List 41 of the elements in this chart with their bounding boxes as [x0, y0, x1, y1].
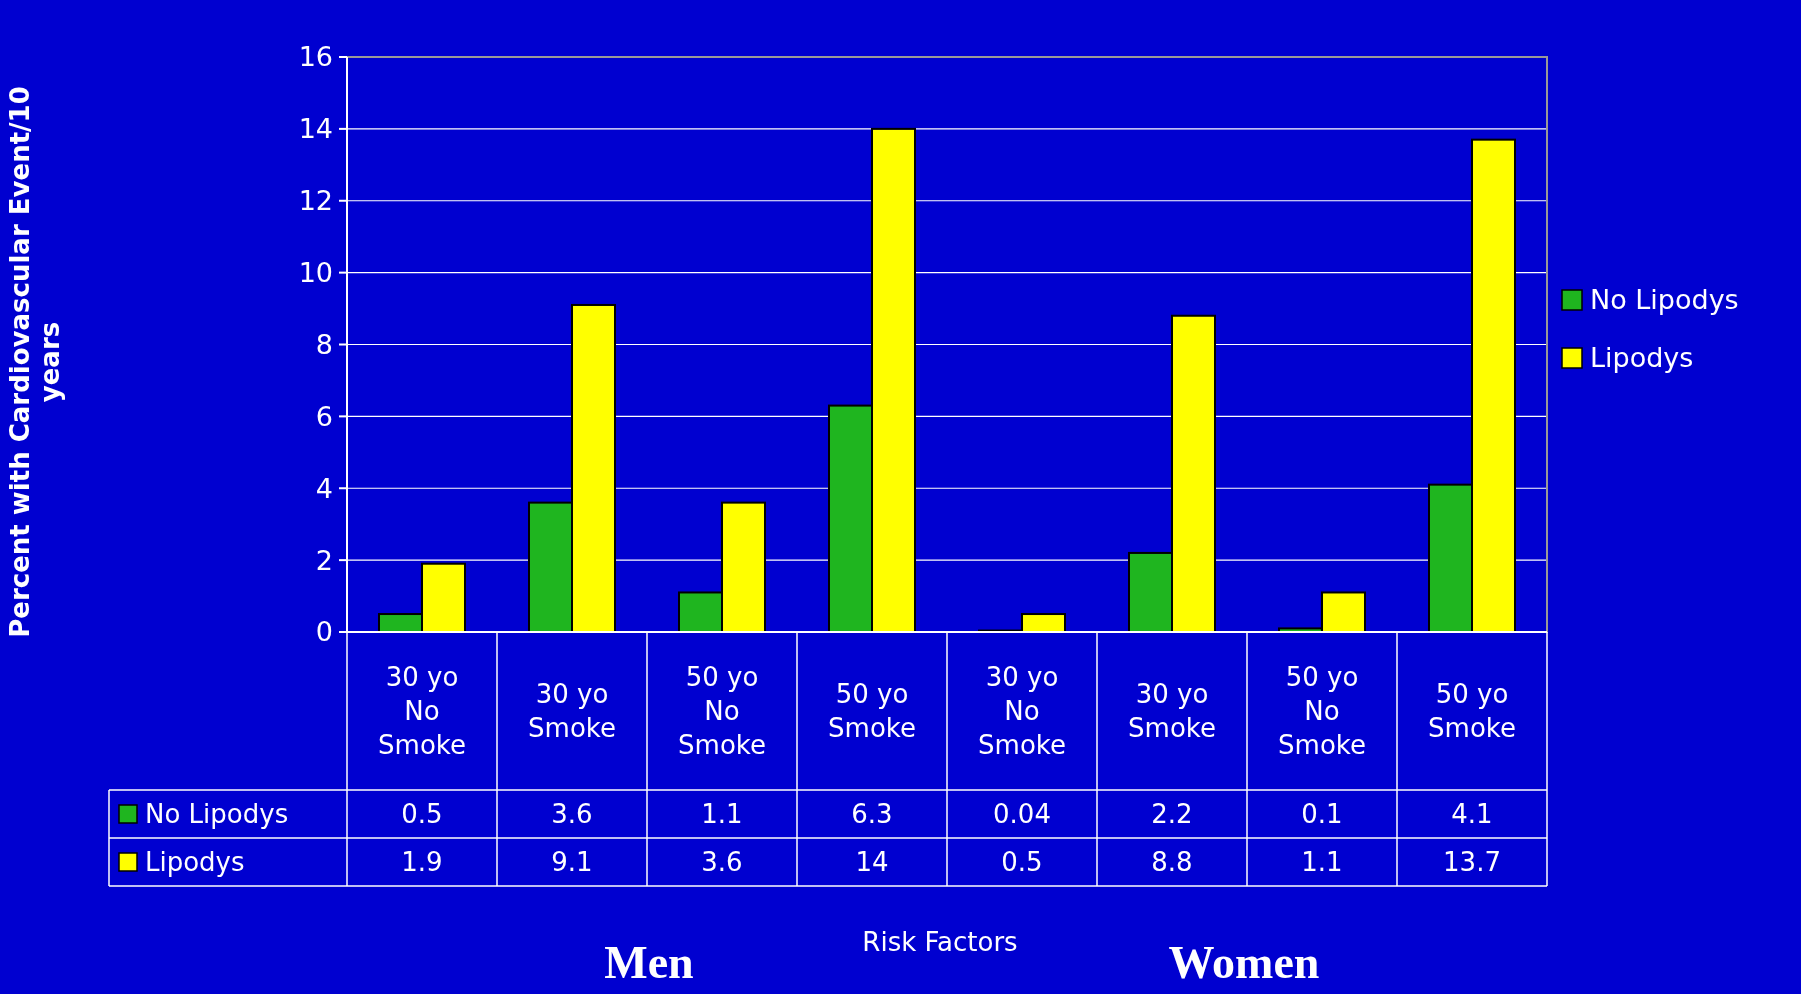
- text: Lipodys: [145, 847, 245, 878]
- data-label: 9.1: [551, 847, 593, 878]
- y-tick-label: 14: [298, 113, 333, 145]
- text: Men: [604, 937, 694, 988]
- data-label: 8.8: [1151, 847, 1193, 878]
- x-tick-label: 50 yo Smoke: [828, 679, 916, 744]
- legend-label: Lipodys: [1590, 342, 1694, 374]
- x-tick-label: 50 yo No Smoke: [1278, 662, 1366, 761]
- data-label: 1.1: [701, 799, 743, 830]
- x-tick-label: 30 yo Smoke: [528, 679, 616, 744]
- data-label: 1.9: [401, 847, 443, 878]
- x-tick-label: 30 yo Smoke: [1128, 679, 1216, 744]
- y-tick-label: 16: [298, 41, 333, 73]
- y-tick-label: 8: [315, 328, 333, 360]
- y-tick-label: 0: [315, 616, 333, 648]
- data-label: 0.5: [1001, 847, 1043, 878]
- x-tick-label: 30 yo No Smoke: [978, 662, 1066, 761]
- y-tick-label: 4: [315, 472, 333, 504]
- data-label: 14: [855, 847, 889, 878]
- legend-label: No Lipodys: [1590, 284, 1739, 316]
- y-tick-label: 12: [298, 185, 333, 217]
- data-label: 0.1: [1301, 799, 1343, 830]
- data-label: 2.2: [1151, 799, 1193, 830]
- y-tick-label: 6: [315, 400, 333, 432]
- x-tick-label: 50 yo No Smoke: [678, 662, 766, 761]
- data-label: 0.04: [993, 799, 1051, 830]
- data-label: 3.6: [551, 799, 593, 830]
- data-label: 3.6: [701, 847, 743, 878]
- data-label: 6.3: [851, 799, 893, 830]
- y-tick-label: 2: [315, 544, 333, 576]
- text: Percent with Cardiovascular Event/10 years: [4, 86, 65, 638]
- text: Women: [1168, 937, 1320, 988]
- data-label: 1.1: [1301, 847, 1343, 878]
- y-tick-label: 10: [298, 257, 333, 289]
- text: Risk Factors: [862, 927, 1018, 957]
- data-label: 13.7: [1443, 847, 1501, 878]
- data-label: 0.5: [401, 799, 443, 830]
- text: No Lipodys: [145, 799, 289, 830]
- data-label: 4.1: [1451, 799, 1493, 830]
- x-tick-label: 50 yo Smoke: [1428, 679, 1516, 744]
- x-tick-label: 30 yo No Smoke: [378, 662, 466, 761]
